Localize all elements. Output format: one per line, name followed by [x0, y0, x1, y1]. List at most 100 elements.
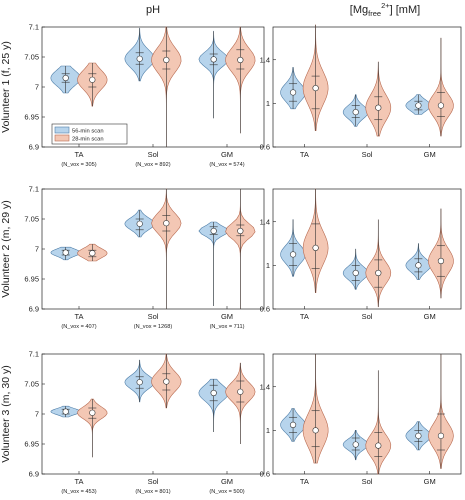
panel-ph-row3: Volunteer 3 (m, 30 y) 6.9 6.95 7 7.05 7.1 TA (N…	[0, 350, 265, 495]
median-marker	[312, 244, 319, 252]
nvox-label: (N_vox = 1268)	[134, 324, 173, 330]
median-marker	[210, 56, 217, 63]
violin-gm-28min	[428, 37, 454, 137]
median-marker	[289, 89, 297, 96]
y-tick-label: 7.05	[24, 215, 39, 224]
median-marker	[415, 262, 422, 269]
median-marker	[375, 104, 382, 111]
median-marker	[352, 269, 359, 277]
y-tick-label: 6.9	[29, 470, 39, 479]
median-marker	[415, 102, 422, 109]
violin-gm-28min	[225, 189, 256, 309]
median-marker	[415, 432, 422, 439]
median-marker	[289, 421, 297, 429]
violin-sol-56min	[124, 359, 155, 403]
nvox-label: (N_vox = 407)	[61, 324, 96, 330]
row-label: Volunteer 2 (m, 29 y)	[0, 200, 12, 297]
y-tick-label: 0.6	[260, 470, 270, 479]
violin-ta-28min	[302, 24, 329, 131]
median-marker	[312, 427, 319, 434]
legend-swatch-56	[54, 126, 70, 134]
legend-label-28: 28-min scan	[72, 137, 104, 143]
mg-title-sub: free	[368, 9, 381, 18]
category-label-gm: GM	[424, 477, 436, 486]
legend-box	[51, 123, 128, 145]
panel-mg-row2: 0.6 1 1.4 TA Sol GM	[260, 188, 462, 321]
median-marker	[375, 442, 382, 449]
legend-swatch-28	[54, 134, 70, 142]
category-label-gm: GM	[424, 312, 436, 321]
mg-title-unit: ] [mM]	[390, 4, 421, 16]
violin-sol-56min	[342, 94, 369, 127]
axes-box	[272, 353, 462, 475]
legend: 56-min scan 28-min scan	[51, 123, 128, 145]
median-marker	[437, 257, 445, 265]
median-marker	[437, 432, 445, 439]
median-marker	[163, 56, 170, 64]
violin-gm-28min	[225, 26, 256, 134]
nvox-label: (N_vox = 305)	[61, 162, 96, 168]
y-tick-label: 1	[266, 261, 270, 270]
nvox-label: (N_vox = 892)	[135, 162, 170, 168]
y-tick-label: 7.05	[24, 380, 39, 389]
violin-ta-56min	[280, 219, 306, 277]
y-tick-label: 7.1	[29, 23, 39, 32]
mg-title-main: [Mg	[350, 4, 368, 16]
category-label-sol: Sol	[148, 477, 159, 486]
nvox-label: (N_vox = 574)	[209, 162, 244, 168]
violin-sol-56min	[124, 209, 155, 238]
violin-gm-28min	[428, 208, 454, 299]
y-tick-label: 7	[35, 83, 39, 92]
violin-sol-28min	[365, 61, 392, 137]
category-label-sol: Sol	[362, 312, 373, 321]
median-marker	[210, 227, 217, 235]
y-tick-label: 7.1	[29, 350, 39, 359]
row-label: Volunteer 1 (f, 25 y)	[0, 41, 12, 133]
category-label-gm: GM	[221, 312, 233, 321]
category-label-sol: Sol	[148, 312, 159, 321]
y-tick-label: 7.1	[29, 185, 39, 194]
category-label-ta: TA	[300, 150, 309, 159]
violin-sol-28min	[151, 353, 182, 409]
median-marker	[210, 389, 217, 397]
median-marker	[237, 56, 244, 64]
category-label-gm: GM	[424, 150, 436, 159]
median-marker	[352, 441, 359, 448]
violin-sol-28min	[365, 219, 392, 308]
median-marker	[352, 108, 359, 116]
category-label-ta: TA	[300, 477, 309, 486]
violin-gm-56min	[198, 30, 229, 119]
y-tick-label: 1.4	[260, 55, 270, 64]
median-marker	[136, 220, 143, 227]
median-marker	[437, 102, 445, 109]
panel-ph-row1: Volunteer 1 (f, 25 y) 6.9 6.95 7 7.05 7.1 TA (N…	[0, 23, 265, 168]
y-tick-label: 0.6	[260, 305, 270, 314]
violin-ta-28min	[302, 354, 329, 464]
median-marker	[136, 55, 143, 62]
violin-sol-56min	[342, 430, 369, 461]
y-tick-label: 6.9	[29, 143, 39, 152]
median-marker	[89, 76, 96, 83]
violin-sol-28min	[365, 370, 392, 475]
violin-ta-56min	[50, 65, 81, 94]
nvox-label: (N_vox = 801)	[135, 489, 170, 495]
category-label-sol: Sol	[362, 150, 373, 159]
violin-ta-28min	[77, 398, 108, 458]
mg-title-sup: 2+	[381, 1, 390, 10]
category-label-ta: TA	[300, 312, 309, 321]
y-tick-label: 1	[266, 99, 270, 108]
median-marker	[89, 409, 96, 416]
violin-sol-28min	[151, 26, 182, 147]
violin-ta-28min	[77, 243, 108, 262]
category-label-gm: GM	[221, 150, 233, 159]
nvox-label: (N_vox = 500)	[209, 489, 244, 495]
violin-ta-28min	[302, 188, 329, 293]
category-label-ta: TA	[74, 312, 83, 321]
median-marker	[375, 269, 382, 277]
legend-label-56: 56-min scan	[72, 129, 104, 135]
median-marker	[237, 227, 244, 235]
median-marker	[163, 220, 170, 227]
violin-sol-56min	[342, 248, 369, 290]
ph-column-title: pH	[146, 4, 160, 16]
